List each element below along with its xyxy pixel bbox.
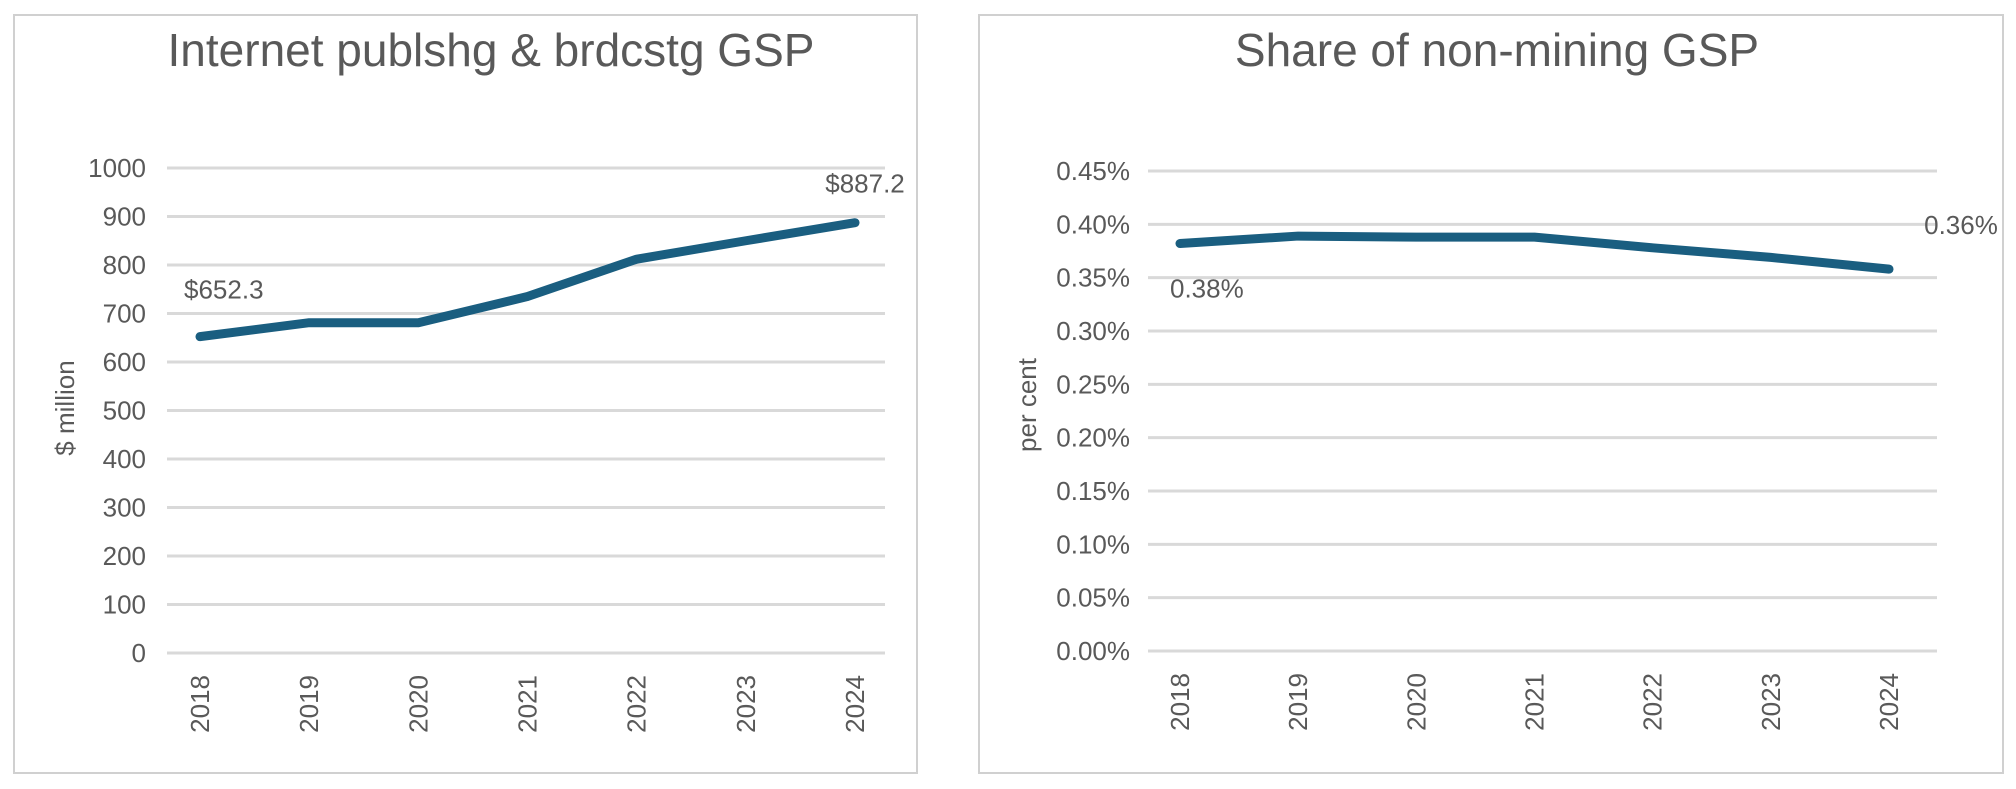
x-tick-label: 2019: [1283, 673, 1313, 731]
chart-frame: [14, 15, 917, 773]
y-tick-label: 0.35%: [1056, 263, 1130, 293]
y-tick-label: 300: [103, 493, 146, 523]
chart-title: Internet publshg & brdcstg GSP: [168, 24, 815, 76]
x-tick-label: 2024: [1874, 673, 1904, 731]
y-tick-label: 0: [132, 638, 146, 668]
y-tick-label: 100: [103, 590, 146, 620]
x-tick-label: 2019: [294, 675, 324, 733]
x-tick-label: 2020: [1401, 673, 1431, 731]
y-tick-label: 800: [103, 250, 146, 280]
x-tick-label: 2021: [513, 675, 543, 733]
x-tick-label: 2023: [731, 675, 761, 733]
y-tick-label: 0.25%: [1056, 369, 1130, 399]
x-tick-label: 2024: [840, 675, 870, 733]
chart-frame: [979, 15, 2003, 773]
chart-title: Share of non-mining GSP: [1235, 24, 1759, 76]
chart-2: Share of non-mining GSP 0.00% 0.05% 0.10% 0.…: [979, 15, 2003, 773]
data-label: $887.2: [825, 169, 905, 199]
y-tick-label: 0.45%: [1056, 156, 1130, 186]
y-tick-label: 0.30%: [1056, 316, 1130, 346]
x-tick-label: 2020: [403, 675, 433, 733]
x-tick-label: 2021: [1520, 673, 1550, 731]
y-tick-label: 700: [103, 299, 146, 329]
y-axis-label: $ million: [50, 360, 80, 455]
x-tick-label: 2022: [1638, 673, 1668, 731]
y-tick-label: 0.00%: [1056, 636, 1130, 666]
y-tick-label: 0.40%: [1056, 209, 1130, 239]
y-tick-label: 0.20%: [1056, 423, 1130, 453]
y-axis-label: per cent: [1012, 357, 1042, 452]
x-tick-label: 2018: [1165, 673, 1195, 731]
data-label: 0.36%: [1924, 210, 1998, 240]
x-tick-label: 2018: [185, 675, 215, 733]
y-tick-label: 0.15%: [1056, 476, 1130, 506]
y-tick-label: 400: [103, 444, 146, 474]
y-tick-label: 0.10%: [1056, 529, 1130, 559]
y-tick-label: 1000: [88, 153, 146, 183]
y-tick-label: 200: [103, 541, 146, 571]
y-tick-label: 900: [103, 202, 146, 232]
x-tick-label: 2022: [622, 675, 652, 733]
x-tick-label: 2023: [1756, 673, 1786, 731]
data-label: 0.38%: [1170, 274, 1244, 304]
y-tick-label: 500: [103, 396, 146, 426]
chart-1: Internet publshg & brdcstg GSP 0 100 200 300…: [14, 15, 917, 773]
y-tick-label: 600: [103, 347, 146, 377]
data-label: $652.3: [184, 275, 264, 305]
y-tick-label: 0.05%: [1056, 583, 1130, 613]
